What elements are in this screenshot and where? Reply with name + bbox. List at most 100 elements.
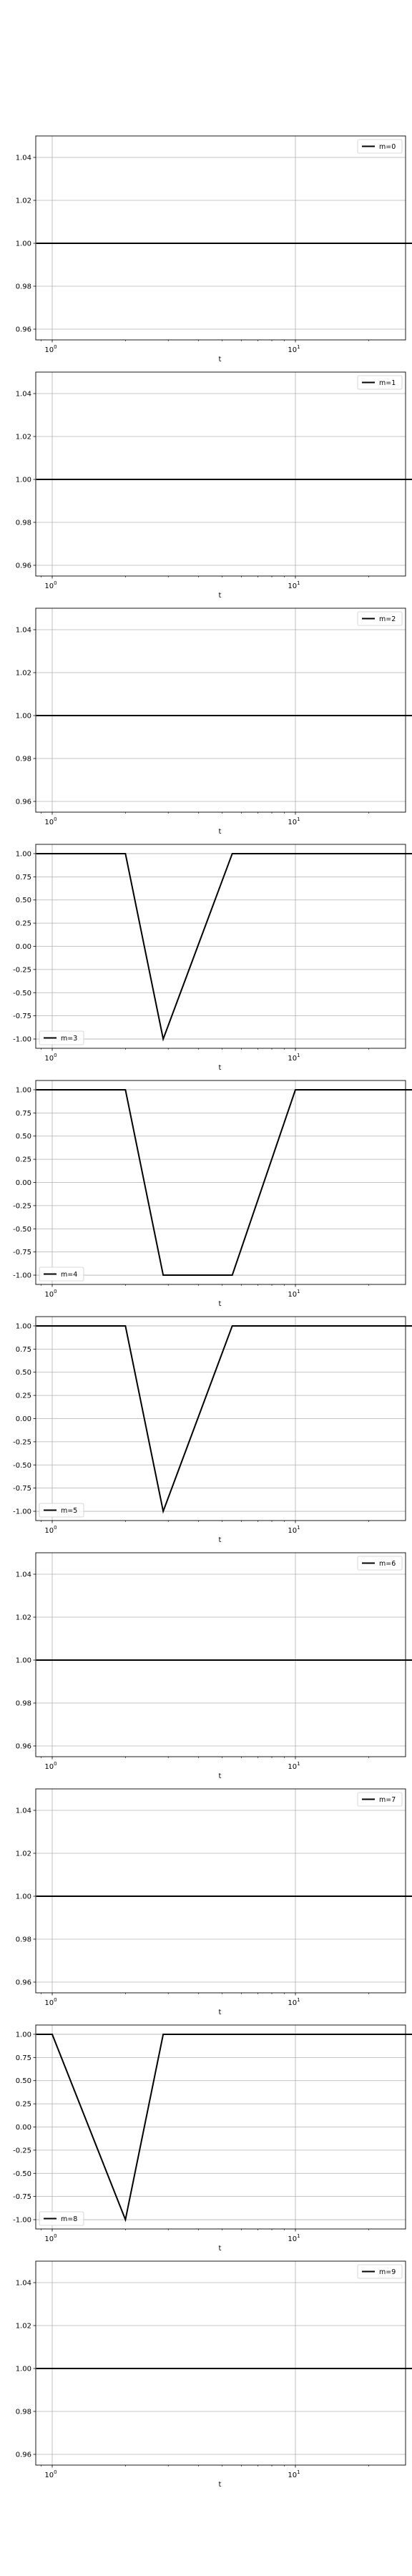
legend-label: m=6 bbox=[379, 1560, 396, 1568]
y-tick-label: 1.00 bbox=[16, 850, 31, 858]
legend: m=2 bbox=[357, 611, 403, 626]
y-tick-label: 0.98 bbox=[16, 756, 31, 763]
axes-frame bbox=[35, 2260, 406, 2466]
legend-label: m=3 bbox=[61, 1035, 77, 1043]
x-tick-exponent: 1 bbox=[297, 1761, 300, 1767]
y-tick-label: -0.50 bbox=[13, 990, 31, 997]
y-tick-label: 1.00 bbox=[16, 1322, 31, 1330]
x-tick-label: 100 bbox=[44, 1997, 57, 2007]
legend: m=5 bbox=[39, 1503, 84, 1518]
y-tick-label: 1.00 bbox=[16, 477, 31, 484]
y-tick-label: 0.96 bbox=[16, 2451, 31, 2459]
y-tick-label: 0.96 bbox=[16, 1743, 31, 1751]
x-tick-exponent: 1 bbox=[297, 1997, 300, 2003]
legend: m=3 bbox=[39, 1030, 84, 1045]
y-tick-label: 0.98 bbox=[16, 519, 31, 527]
x-tick-label: 100 bbox=[44, 580, 57, 590]
x-tick-exponent: 0 bbox=[54, 816, 57, 822]
legend-box bbox=[39, 2211, 84, 2226]
x-tick-base: 10 bbox=[44, 2472, 54, 2479]
legend-box bbox=[39, 1267, 84, 1282]
x-tick-label: 100 bbox=[44, 2233, 57, 2243]
y-tick-label: 0.25 bbox=[16, 2101, 31, 2109]
x-tick-exponent: 0 bbox=[54, 1053, 57, 1058]
y-tick-label: -0.50 bbox=[13, 1226, 31, 1234]
x-axis-label: t bbox=[219, 2009, 222, 2016]
x-axis-label: t bbox=[219, 592, 222, 600]
x-tick-base: 10 bbox=[288, 582, 297, 590]
y-tick-label: 0.75 bbox=[16, 2054, 31, 2062]
y-tick-label: 1.00 bbox=[16, 1657, 31, 1665]
x-tick-base: 10 bbox=[44, 1527, 54, 1535]
x-tick-label: 101 bbox=[288, 2233, 300, 2243]
y-tick-label: 0.96 bbox=[16, 326, 31, 334]
y-tick-label: -0.25 bbox=[13, 2147, 31, 2155]
y-tick-label: 0.75 bbox=[16, 1110, 31, 1118]
x-tick-exponent: 1 bbox=[297, 1053, 300, 1058]
x-axis-label: t bbox=[219, 1064, 222, 1072]
y-tick-label: -0.50 bbox=[13, 1462, 31, 1470]
x-tick-exponent: 0 bbox=[54, 1525, 57, 1531]
y-tick-label: 1.00 bbox=[16, 2031, 31, 2039]
y-tick-label: 1.04 bbox=[16, 1571, 31, 1579]
y-tick-label: 0.25 bbox=[16, 1156, 31, 1164]
x-tick-exponent: 1 bbox=[297, 2469, 300, 2475]
axes-frame bbox=[35, 1316, 406, 1521]
axes-frame bbox=[35, 844, 406, 1049]
legend: m=1 bbox=[357, 375, 403, 390]
y-tick-label: -0.75 bbox=[13, 1485, 31, 1493]
x-tick-exponent: 1 bbox=[297, 816, 300, 822]
legend-box bbox=[357, 2264, 403, 2279]
chart-panel-3: -1.00 -0.75 -0.50 -0.25 0.00 0.25 0.50 0.75 1.00… bbox=[13, 844, 412, 1072]
y-tick-label: 0.96 bbox=[16, 562, 31, 570]
legend-box bbox=[357, 1792, 403, 1807]
y-tick-label: -1.00 bbox=[13, 1272, 31, 1280]
y-tick-label: 1.04 bbox=[16, 391, 31, 399]
legend-box bbox=[357, 611, 403, 626]
x-tick-exponent: 1 bbox=[297, 580, 300, 586]
x-tick-exponent: 0 bbox=[54, 580, 57, 586]
axes-frame bbox=[35, 2024, 406, 2230]
x-tick-base: 10 bbox=[288, 1055, 297, 1063]
y-tick-label: 1.00 bbox=[16, 713, 31, 721]
y-tick-label: 0.96 bbox=[16, 1979, 31, 1987]
y-tick-label: 0.00 bbox=[16, 1179, 31, 1187]
x-axis-label: t bbox=[219, 356, 222, 364]
y-tick-label: 1.00 bbox=[16, 240, 31, 248]
x-tick-label: 101 bbox=[288, 1053, 300, 1063]
legend-label: m=7 bbox=[379, 1796, 396, 1804]
legend-label: m=8 bbox=[61, 2215, 77, 2223]
legend: m=6 bbox=[357, 1556, 403, 1571]
series-line-m=3 bbox=[36, 852, 412, 1042]
x-axis-label: t bbox=[219, 1536, 222, 1544]
legend: m=4 bbox=[39, 1267, 84, 1282]
legend-label: m=0 bbox=[379, 143, 396, 151]
y-tick-label: 0.25 bbox=[16, 1392, 31, 1400]
axes-frame bbox=[35, 135, 406, 341]
legend: m=8 bbox=[39, 2211, 84, 2226]
y-tick-label: 0.00 bbox=[16, 943, 31, 951]
series-line-m=8 bbox=[36, 2033, 412, 2223]
legend-label: m=5 bbox=[61, 1507, 77, 1515]
x-axis-label: t bbox=[219, 1300, 222, 1308]
x-tick-base: 10 bbox=[44, 1763, 54, 1771]
chart-panel-5: -1.00 -0.75 -0.50 -0.25 0.00 0.25 0.50 0.75 1.00… bbox=[13, 1316, 412, 1544]
chart-panel-8: -1.00 -0.75 -0.50 -0.25 0.00 0.25 0.50 0.75 1.00… bbox=[13, 2024, 412, 2253]
y-tick-label: 1.04 bbox=[16, 627, 31, 635]
y-tick-label: 1.02 bbox=[16, 670, 31, 678]
legend: m=0 bbox=[357, 139, 403, 154]
y-tick-label: 0.98 bbox=[16, 2409, 31, 2416]
y-tick-label: 1.04 bbox=[16, 2280, 31, 2288]
x-tick-base: 10 bbox=[44, 346, 54, 354]
x-axis-label: t bbox=[219, 2245, 222, 2253]
x-axis-label: t bbox=[219, 2481, 222, 2489]
y-tick-label: 0.96 bbox=[16, 799, 31, 806]
y-tick-label: -0.75 bbox=[13, 2193, 31, 2201]
x-tick-label: 101 bbox=[288, 1761, 300, 1771]
y-tick-label: -0.50 bbox=[13, 2170, 31, 2178]
